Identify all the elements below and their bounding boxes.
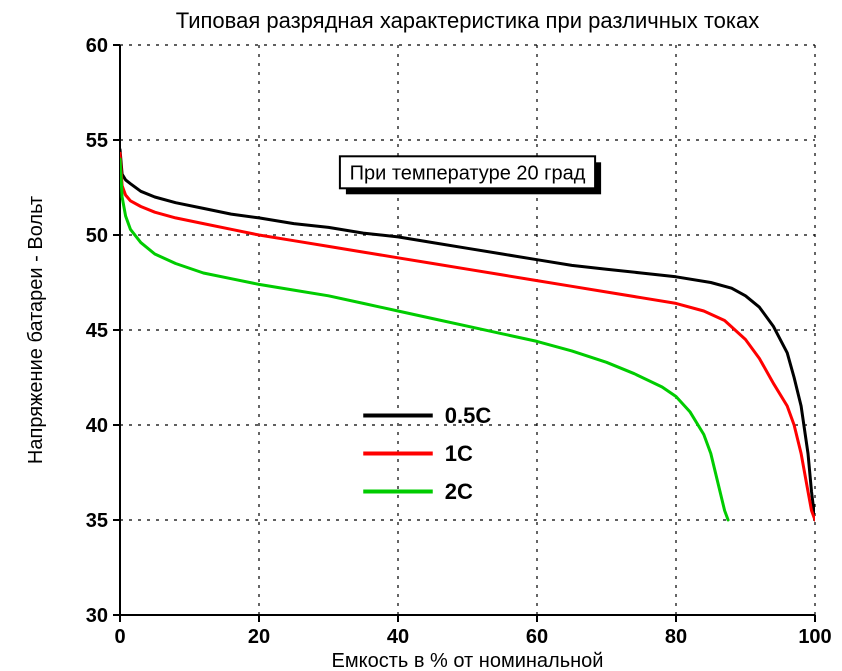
y-axis-label: Напряжение батареи - Вольт — [25, 196, 47, 464]
x-tick-label: 0 — [114, 626, 125, 648]
y-tick-label: 50 — [86, 225, 108, 247]
chart-bg — [0, 0, 842, 671]
y-tick-label: 35 — [86, 510, 108, 532]
x-axis-label: Емкость в % от номинальной — [332, 650, 604, 671]
x-tick-label: 20 — [248, 626, 270, 648]
legend-label: 0.5C — [445, 403, 492, 428]
legend-label: 1C — [445, 441, 473, 466]
chart-container: 0 20 40 60 80 100 30 35 40 45 50 55 60 При температур… — [0, 0, 842, 671]
y-tick-label: 30 — [86, 605, 108, 627]
y-tick-label: 40 — [86, 415, 108, 437]
chart-title: Типовая разрядная характеристика при раз… — [176, 8, 760, 33]
note-text: При температуре 20 град — [350, 162, 586, 184]
discharge-chart: 0 20 40 60 80 100 30 35 40 45 50 55 60 При температур… — [0, 0, 842, 671]
y-tick-label: 60 — [86, 35, 108, 57]
y-tick-label: 45 — [86, 320, 108, 342]
x-tick-label: 80 — [665, 626, 687, 648]
legend-label: 2C — [445, 479, 473, 504]
y-tick-label: 55 — [86, 130, 108, 152]
x-tick-label: 60 — [526, 626, 548, 648]
x-tick-label: 40 — [387, 626, 409, 648]
x-tick-label: 100 — [798, 626, 831, 648]
